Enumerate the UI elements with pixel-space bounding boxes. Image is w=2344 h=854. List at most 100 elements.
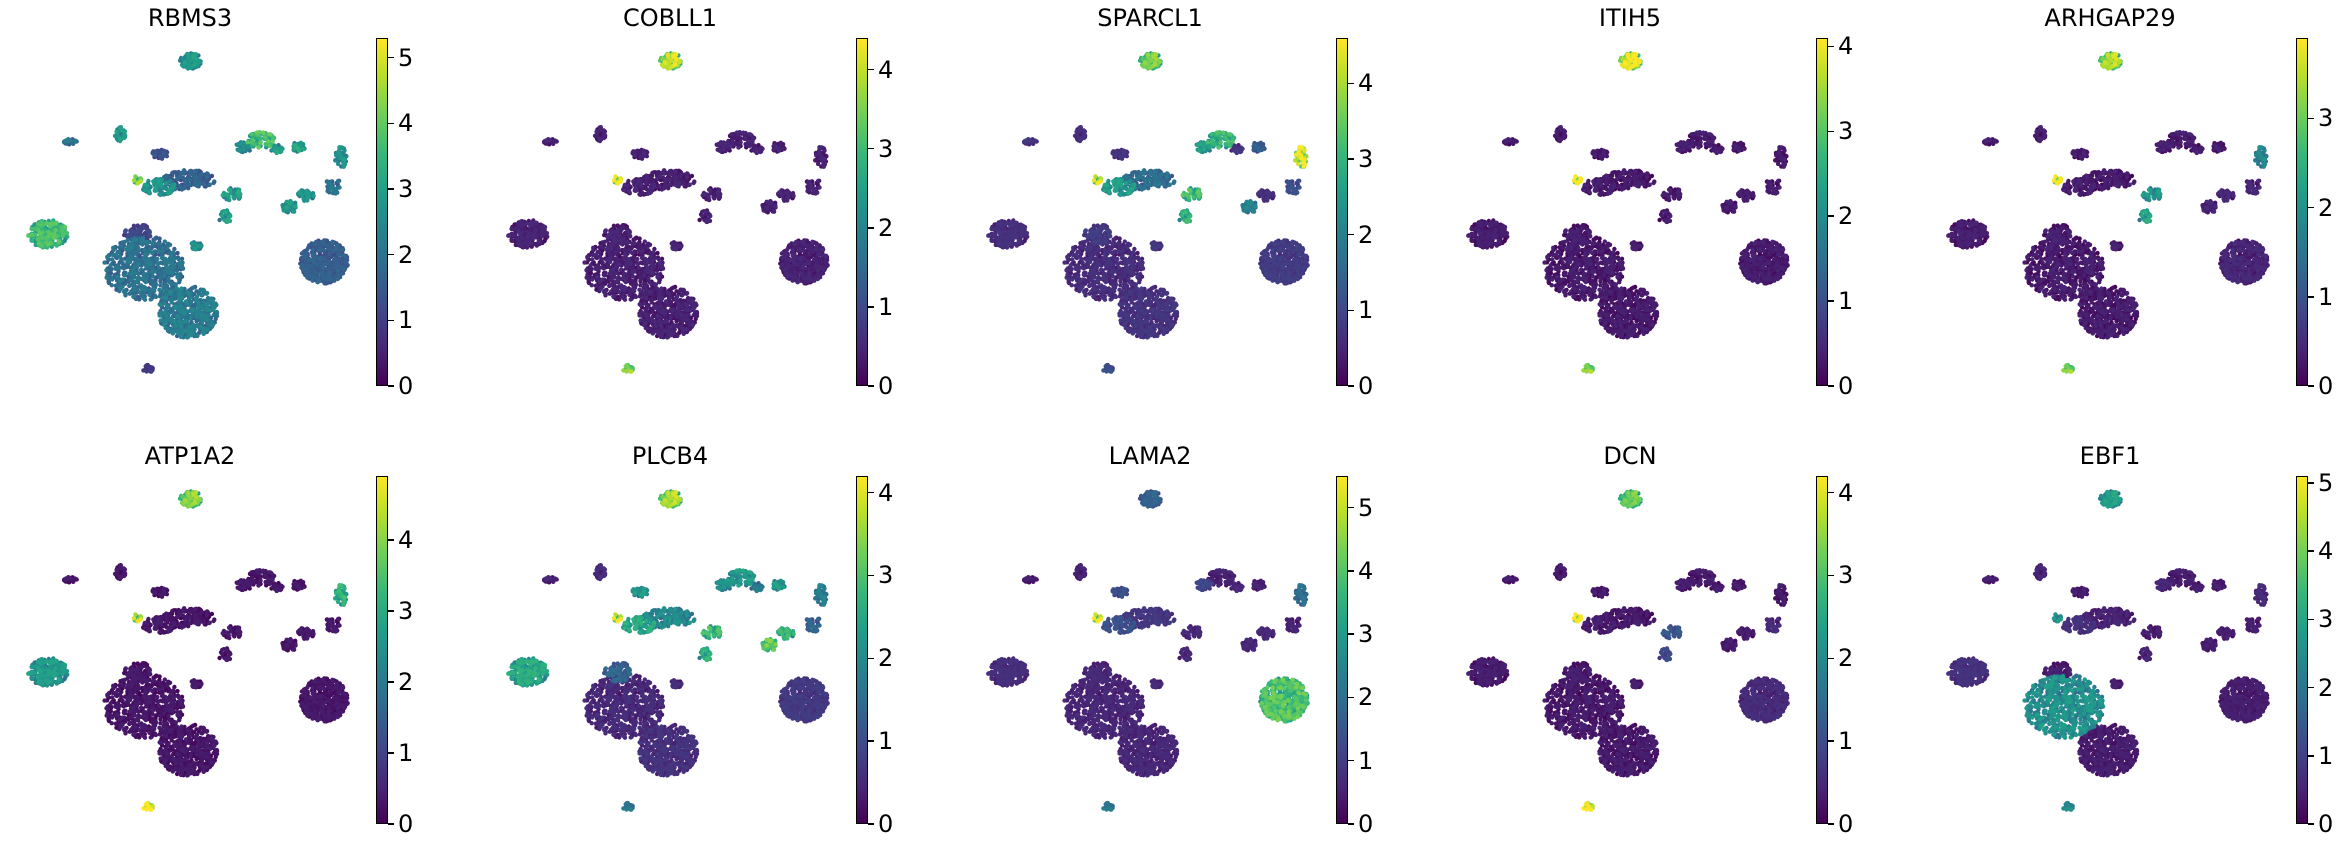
cell-point (637, 294, 643, 299)
cell-point (552, 138, 558, 143)
cell-point (204, 302, 209, 307)
cell-point (297, 190, 302, 195)
cell-point (648, 297, 654, 302)
cell-point (674, 289, 679, 294)
cell-point (226, 187, 232, 192)
cell-point (196, 304, 201, 309)
cell-point (680, 316, 685, 321)
cell-point (56, 238, 61, 244)
cell-point (217, 217, 222, 223)
cell-point (254, 130, 260, 135)
cell-point (127, 259, 132, 265)
cell-point (266, 139, 271, 144)
cell-point (219, 213, 225, 218)
cell-point (318, 271, 324, 276)
cell-point (178, 304, 183, 309)
cell-point (603, 281, 608, 286)
cell-point (175, 286, 180, 292)
cell-point (814, 258, 819, 263)
cell-point (261, 130, 266, 136)
cell-point (620, 226, 625, 231)
cell-point (151, 179, 156, 184)
cell-point (156, 248, 161, 254)
cell-point (624, 265, 629, 270)
cell-point (743, 135, 748, 140)
cell-point (179, 286, 184, 291)
cell-point (144, 265, 149, 270)
cell-point (204, 175, 209, 180)
cell-point (163, 256, 168, 262)
cell-point (151, 287, 156, 292)
cell-point (115, 134, 120, 139)
cell-point (711, 195, 716, 200)
cell-point (584, 275, 589, 280)
cell-point (175, 250, 180, 256)
cell-point (256, 145, 261, 150)
cell-point (147, 189, 152, 194)
cell-point (204, 316, 209, 322)
cell-point (683, 313, 688, 318)
cell-point (333, 263, 338, 268)
cell-point (194, 56, 199, 62)
cell-point (179, 309, 184, 314)
cell-point (342, 157, 347, 162)
cell-point (667, 169, 673, 174)
cell-point (332, 186, 337, 192)
cell-point (280, 204, 286, 209)
cell-point (133, 249, 138, 254)
cell-point (138, 267, 144, 272)
cell-point (304, 252, 309, 257)
cell-point (104, 268, 109, 273)
cell-point (172, 304, 178, 309)
cell-point (689, 173, 695, 179)
cell-point (171, 257, 176, 263)
cell-point (281, 208, 286, 213)
cell-point (626, 270, 631, 275)
cell-point (781, 146, 786, 152)
cell-point (674, 314, 679, 319)
cell-point (337, 145, 342, 150)
cell-point (322, 281, 327, 286)
cell-point (192, 169, 198, 174)
cell-point (123, 228, 128, 233)
cell-point (170, 170, 175, 176)
cell-point (157, 236, 162, 241)
cell-point (172, 246, 177, 252)
cell-point (163, 320, 168, 326)
cell-point (158, 154, 163, 159)
cell-point (26, 233, 31, 238)
cell-point (140, 223, 145, 228)
cell-point (133, 271, 138, 276)
embedding-scatter (26, 51, 350, 374)
cell-point (117, 265, 122, 270)
cell-point (161, 150, 167, 156)
cell-point (54, 220, 59, 226)
cell-point (342, 148, 347, 153)
cell-point (158, 270, 163, 275)
cell-point (146, 257, 152, 262)
cell-point (313, 270, 318, 276)
cell-point (168, 186, 173, 192)
panel-title: RBMS3 (148, 4, 232, 32)
cell-point (150, 270, 156, 275)
cell-point (150, 274, 156, 279)
cell-point (120, 245, 126, 250)
cell-point (72, 138, 78, 143)
cell-point (509, 238, 515, 243)
cell-point (595, 134, 600, 139)
cell-point (224, 192, 229, 198)
cell-point (163, 307, 169, 313)
cell-point (136, 262, 142, 268)
cell-point (168, 175, 173, 180)
cell-point (201, 288, 207, 293)
cell-point (311, 252, 316, 258)
cell-point (597, 254, 602, 259)
cell-point (115, 274, 120, 279)
cell-point (747, 143, 752, 149)
cell-point (822, 148, 827, 153)
cell-point (133, 174, 138, 179)
cell-point (626, 178, 631, 184)
cell-point (205, 307, 211, 313)
cell-point (805, 188, 810, 194)
cell-point (681, 182, 687, 187)
